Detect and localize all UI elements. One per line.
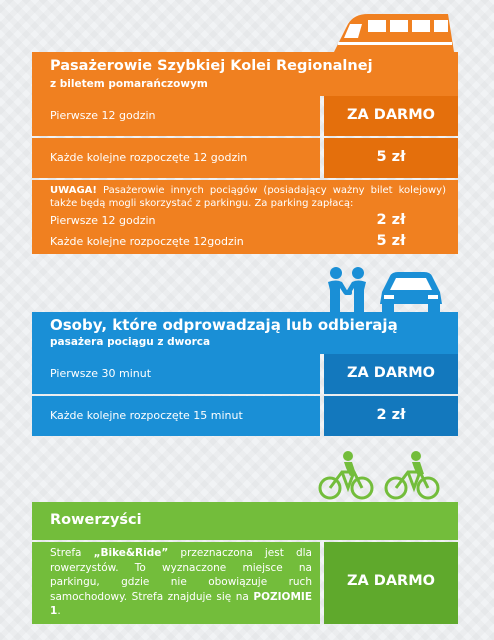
row-value: ZA DARMO bbox=[347, 365, 435, 381]
train-icon bbox=[334, 14, 454, 52]
extra-row-value: 2 zł bbox=[376, 212, 406, 228]
section2-row-2: Każde kolejne rozpoczęte 15 minut 2 zł bbox=[32, 396, 458, 436]
section1-row-1: Pierwsze 12 godzin ZA DARMO bbox=[32, 96, 458, 136]
section3-header: Rowerzyści bbox=[32, 502, 458, 540]
row-label: Pierwsze 12 godzin bbox=[50, 109, 156, 122]
section2-header: Osoby, które odprowadzają lub odbierają … bbox=[32, 312, 458, 354]
section1-note-box: UWAGA! Pasażerowie innych pociągów (posi… bbox=[32, 180, 458, 254]
row-value: 5 zł bbox=[376, 149, 406, 165]
section1-note: UWAGA! Pasażerowie innych pociągów (posi… bbox=[50, 185, 446, 209]
section2-subtitle: pasażera pociągu z dworca bbox=[50, 336, 211, 348]
section2-row-1: Pierwsze 30 minut ZA DARMO bbox=[32, 354, 458, 394]
section1-title: Pasażerowie Szybkiej Kolei Regionalnej bbox=[50, 58, 373, 74]
section1-row-2: Każde kolejne rozpoczęte 12 godzin 5 zł bbox=[32, 138, 458, 178]
section3-title: Rowerzyści bbox=[50, 512, 142, 528]
extra-row-label: Pierwsze 12 godzin bbox=[50, 214, 156, 227]
section3-description: Strefa „Bike&Ride” przeznaczona jest dla… bbox=[50, 547, 312, 617]
cyclists-icon bbox=[318, 451, 440, 500]
section3-row: Strefa „Bike&Ride” przeznaczona jest dla… bbox=[32, 542, 458, 624]
section2-title: Osoby, które odprowadzają lub odbierają bbox=[50, 316, 398, 334]
row-label: Pierwsze 30 minut bbox=[50, 367, 152, 380]
extra-row-value: 5 zł bbox=[376, 233, 406, 249]
row-label: Każde kolejne rozpoczęte 15 minut bbox=[50, 409, 243, 422]
section1-subtitle: z biletem pomarańczowym bbox=[50, 78, 208, 90]
row-value: 2 zł bbox=[376, 407, 406, 423]
section1-header: Pasażerowie Szybkiej Kolei Regionalnej z… bbox=[32, 52, 458, 96]
row-value: ZA DARMO bbox=[347, 107, 435, 123]
extra-row-label: Każde kolejne rozpoczęte 12godzin bbox=[50, 235, 244, 248]
handshake-icon bbox=[328, 267, 366, 312]
row-value: ZA DARMO bbox=[347, 573, 435, 589]
car-icon bbox=[380, 272, 442, 312]
row-label: Każde kolejne rozpoczęte 12 godzin bbox=[50, 151, 248, 164]
